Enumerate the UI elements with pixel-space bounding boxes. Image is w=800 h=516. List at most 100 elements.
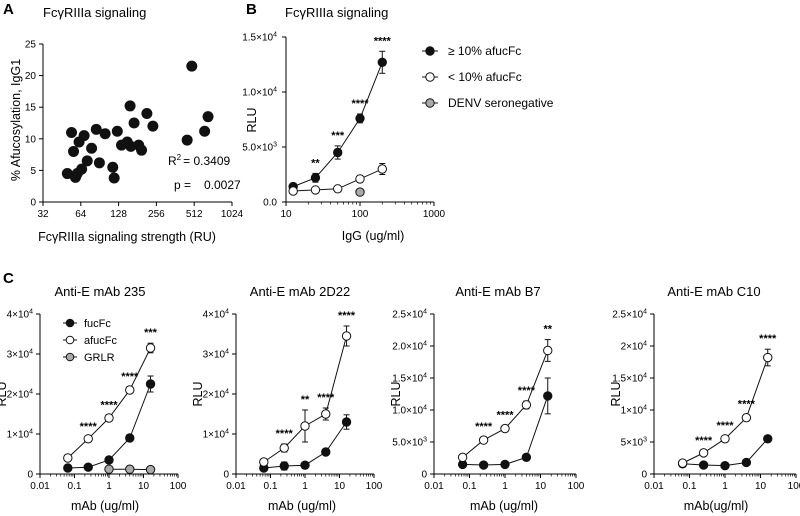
x-tick-label: 0.1 [683,481,697,492]
significance-label: **** [716,420,734,432]
y-tick-label: 1×104 [621,405,648,417]
data-point [478,435,489,445]
y-tick-label: 10 [25,134,37,145]
y-tick-label: 3×104 [203,349,230,361]
scatter-point [107,161,119,173]
data-point [321,409,331,419]
data-point [500,459,510,470]
panel-a-title: FcγRIIIa signaling [43,5,146,20]
x-tick-label: 10 [334,481,346,492]
data-point [259,457,269,467]
data-point [279,461,289,471]
y-tick-label: 25 [25,40,37,51]
y-axis-label: RLU [609,381,623,406]
series-line [292,62,383,188]
scatter-point [181,134,193,146]
legend-label: DENV seronegative [448,96,554,110]
data-point [288,186,298,196]
chart-title: Anti-E mAb B7 [455,284,540,299]
x-tick-label: 0.01 [30,481,50,492]
data-point [521,400,532,410]
y-tick-label: 5×103 [621,437,648,449]
x-tick-label: 100 [568,481,585,492]
y-tick-label: 0 [30,198,36,209]
data-point [104,455,114,465]
data-point [355,187,365,197]
x-tick-label: 1024 [221,209,244,220]
y-tick-label: 15 [25,103,37,114]
scatter-point [68,145,80,157]
significance-label: **** [759,333,777,345]
scatter-point [124,100,136,112]
data-point [741,457,752,468]
x-tick-label: 256 [148,209,165,220]
chart-c2: 0.01 0.1 1 10 10001×1042×1043×1044×104******… [191,284,383,513]
r2-value: = 0.3409 [183,154,230,168]
p-label: p = [174,178,191,192]
scatter-point [81,155,93,167]
y-tick-label: 5 [30,166,36,177]
data-point [425,98,435,108]
chart-c4: 0.01 0.1 1 10 100 0 5×103 1×104 1.5×104 2×104 2.5×… [609,284,800,513]
x-tick-label: 512 [186,209,203,220]
significance-label: **** [121,371,139,383]
data-point [104,464,114,474]
significance-label: **** [80,421,98,433]
x-axis-label: mAb(ug/ml) [684,499,749,513]
legend-label: GRLR [84,352,115,364]
y-tick-label: 0 [223,470,229,481]
y-tick-label: 20 [25,71,37,82]
y-tick-label: 1×104 [203,429,230,441]
scatter-point [141,108,153,120]
y-tick-label: 0.0 [263,198,277,209]
data-point [125,464,135,474]
data-point [763,434,773,444]
data-point [543,391,553,401]
panel-letter-c: C [3,270,14,287]
chart-a: 32 64 128 256 512 1024 0 5 10 15 20 25 [25,40,244,221]
data-point [145,379,156,389]
y-tick-label: 2×104 [203,389,230,401]
panel-b-title: FcγRIIIa signaling [285,5,388,20]
x-tick-label: 1 [106,481,112,492]
data-point [300,460,310,470]
data-point [145,343,156,353]
data-point [321,447,331,457]
panel-letter-a: A [3,1,14,18]
y-axis-label: RLU [0,381,9,406]
data-point [125,385,135,395]
x-tick-label: 0.01 [644,481,664,492]
x-tick-label: 0.1 [463,481,477,492]
y-tick-label: 1.5×104 [242,32,277,44]
p-value: 0.0027 [204,178,241,192]
data-point [478,460,489,470]
x-tick-label: 100 [788,481,800,492]
data-point [543,345,553,356]
significance-label: **** [351,98,369,110]
data-point [83,462,93,472]
chart-title: Anti-E mAb C10 [667,284,760,299]
data-point [310,173,321,183]
x-tick-label: 0.1 [264,481,278,492]
x-tick-label: 1 [722,481,728,492]
y-tick-label: 1×104 [7,429,34,441]
panel-a-stats: R2 = 0.3409 p = 0.0027 [168,153,241,192]
panel-a-xlabel: FcγRIIIa signaling strength (RU) [38,230,216,244]
x-tick-label: 0.01 [226,481,246,492]
scatter-point [78,130,90,142]
significance-label: ** [543,324,552,336]
data-point [720,460,730,471]
significance-label: **** [100,400,118,412]
scatter-point [76,163,88,175]
data-point [377,164,387,174]
data-point [104,413,114,423]
data-point [355,174,365,184]
scatter-point [186,60,198,72]
chart-b: 10 100 10000.05.0×1031.0×1041.5×104*******… [242,32,553,221]
panel-b-xlabel: IgG (ug/ml) [342,229,405,243]
scatter-point [147,120,159,132]
x-axis-label: mAb (ug/ml) [470,499,538,513]
y-tick-label: 1.5×104 [392,373,427,385]
series-line [462,350,549,458]
